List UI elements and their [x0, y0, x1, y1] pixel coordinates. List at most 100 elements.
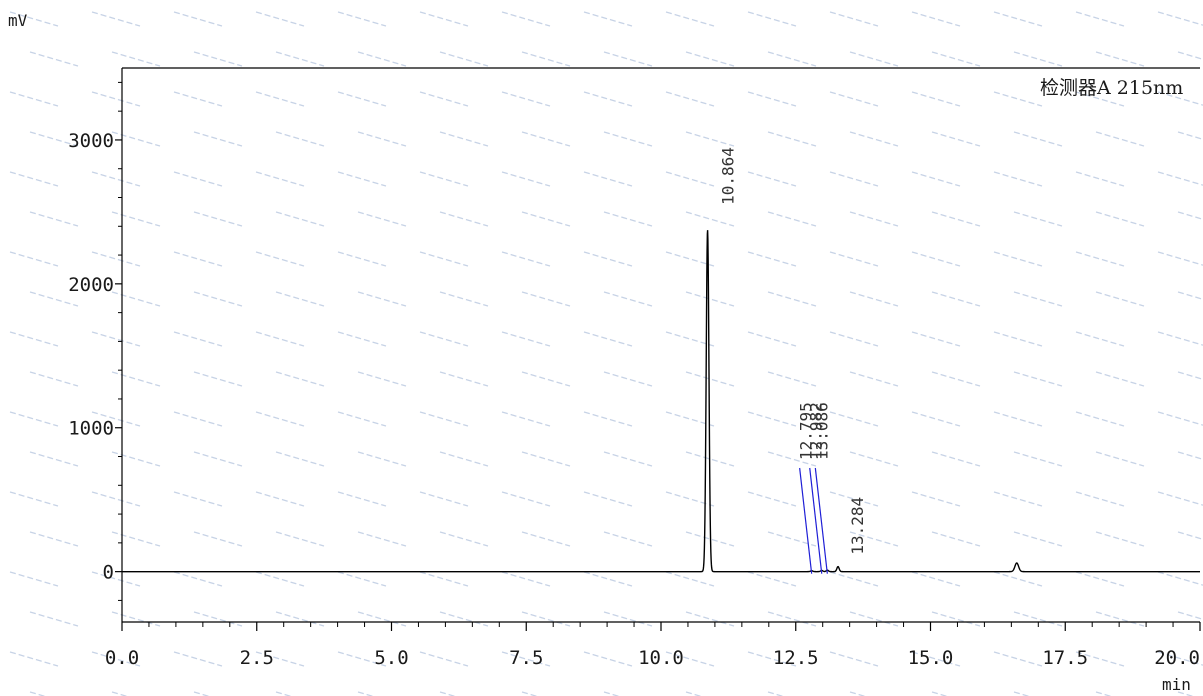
watermark-mark [255, 571, 305, 587]
watermark-mark [1157, 171, 1203, 186]
watermark-mark [193, 211, 243, 227]
watermark-mark [111, 451, 161, 467]
watermark-mark [357, 371, 407, 387]
x-tick-label: 7.5 [509, 647, 543, 669]
watermark-mark [255, 11, 305, 27]
watermark-mark [173, 171, 223, 187]
watermark-mark [91, 251, 141, 267]
watermark-mark [275, 371, 325, 387]
watermark-mark [337, 411, 387, 427]
watermark-mark [849, 451, 899, 467]
watermark-mark [931, 291, 981, 307]
watermark-mark [767, 131, 817, 147]
watermark-mark [337, 171, 387, 187]
watermark-mark [911, 651, 961, 667]
watermark-mark [501, 331, 551, 347]
watermark-mark [665, 91, 715, 107]
watermark-mark [1013, 51, 1063, 67]
watermark-mark [849, 291, 899, 307]
watermark-mark [439, 211, 489, 227]
y-unit-label: mV [8, 11, 28, 30]
watermark-mark [849, 131, 899, 147]
watermark-mark [685, 291, 735, 307]
watermark-mark [849, 51, 899, 67]
watermark-mark [993, 411, 1043, 427]
watermark-mark [1013, 371, 1063, 387]
watermark-mark [419, 331, 469, 347]
watermark-mark [255, 491, 305, 507]
watermark-mark [29, 611, 79, 627]
watermark-mark [911, 571, 961, 587]
watermark-mark [9, 411, 59, 427]
watermark-mark [1075, 251, 1125, 267]
watermark-mark [419, 651, 469, 667]
watermark-mark [501, 411, 551, 427]
watermark-mark [439, 131, 489, 147]
watermark-mark [29, 211, 79, 227]
watermark-mark [9, 571, 59, 587]
watermark-mark [419, 91, 469, 107]
watermark-mark [911, 91, 961, 107]
watermark-mark [665, 171, 715, 187]
watermark-mark [583, 11, 633, 27]
watermark-mark [993, 651, 1043, 667]
watermark-mark [521, 211, 571, 227]
watermark-mark [173, 651, 223, 667]
watermark-mark [767, 211, 817, 227]
watermark-mark [275, 451, 325, 467]
watermark-mark [931, 211, 981, 227]
watermark-mark [275, 131, 325, 147]
chromatogram-trace [122, 230, 1200, 573]
watermark-mark [993, 171, 1043, 187]
watermark-mark [91, 91, 141, 107]
watermark-mark [439, 51, 489, 67]
watermark-mark [337, 331, 387, 347]
detector-label: 检测器A 215nm [1040, 77, 1183, 99]
watermark-mark [337, 91, 387, 107]
watermark-mark [1075, 11, 1125, 27]
watermark-mark [1095, 131, 1145, 147]
x-tick-label: 20.0 [1154, 647, 1200, 669]
watermark-mark [993, 331, 1043, 347]
watermark-mark [583, 91, 633, 107]
watermark-mark [685, 371, 735, 387]
watermark-mark [993, 571, 1043, 587]
watermark-mark [1095, 291, 1145, 307]
watermark-mark [439, 611, 489, 627]
watermark-mark [91, 171, 141, 187]
watermark-mark [1075, 491, 1125, 507]
watermark-mark [685, 211, 735, 227]
watermark-mark [193, 291, 243, 307]
watermark-mark [583, 491, 633, 507]
watermark-mark [111, 131, 161, 147]
y-tick-label: 3000 [68, 130, 114, 152]
watermark-mark [501, 91, 551, 107]
watermark-mark [91, 491, 141, 507]
watermark-mark [747, 411, 797, 427]
watermark-mark [603, 291, 653, 307]
peak-label: 10.864 [719, 147, 738, 205]
watermark-mark [193, 51, 243, 67]
watermark-mark [747, 11, 797, 27]
watermark-mark [829, 411, 879, 427]
x-tick-label: 10.0 [638, 647, 684, 669]
integration-marker [809, 467, 823, 574]
watermark-mark [337, 651, 387, 667]
watermark-mark [829, 11, 879, 27]
watermark-mark [931, 611, 981, 627]
watermark-mark [993, 11, 1043, 27]
watermark-mark [911, 331, 961, 347]
watermark-mark [9, 251, 59, 267]
peak-label: 13.086 [812, 402, 831, 460]
watermark-mark [111, 371, 161, 387]
watermark-mark [583, 251, 633, 267]
watermark-mark [255, 251, 305, 267]
watermark-mark [275, 51, 325, 67]
watermark-mark [173, 491, 223, 507]
watermark-mark [829, 171, 879, 187]
watermark-mark [91, 331, 141, 347]
watermark-mark [849, 611, 899, 627]
watermark-mark [173, 411, 223, 427]
watermark-mark [603, 211, 653, 227]
